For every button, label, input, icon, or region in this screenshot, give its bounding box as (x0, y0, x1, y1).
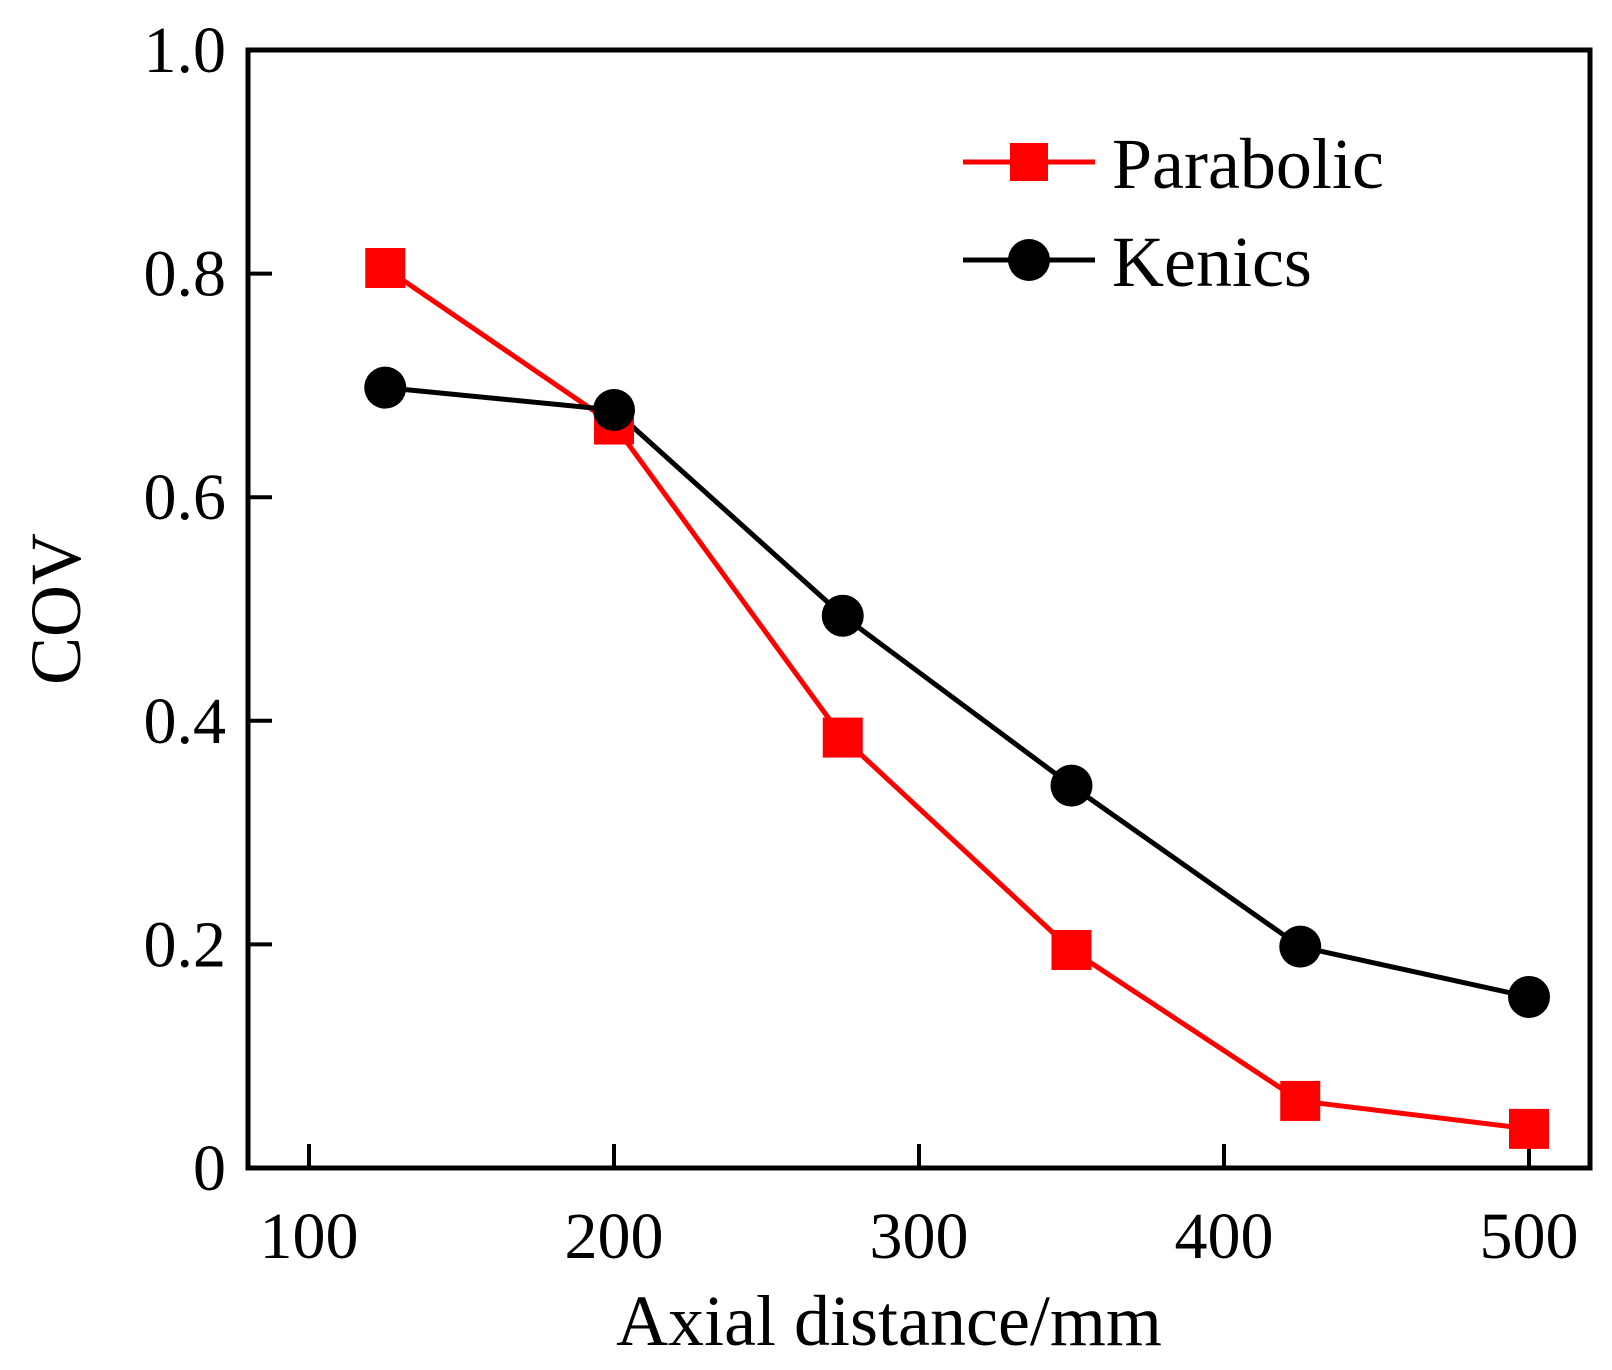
y-tick-label: 0.2 (144, 908, 227, 981)
plot-frame (245, 47, 1593, 1171)
series-line-kenics (385, 385, 1530, 1000)
legend-label-kenics: Kenics (1112, 222, 1312, 302)
data-point-parabolic (1509, 1108, 1549, 1149)
x-tick-label: 300 (870, 1200, 969, 1273)
y-tick-label: 0.4 (144, 685, 227, 758)
legend-marker-parabolic (1010, 143, 1048, 181)
y-axis-title: COV (16, 533, 96, 685)
data-point-kenics (1508, 975, 1550, 1018)
data-point-kenics (1279, 925, 1322, 968)
legend-label-parabolic: Parabolic (1112, 124, 1384, 204)
data-point-parabolic (1280, 1080, 1321, 1121)
y-tick-label: 1.0 (144, 14, 227, 87)
x-tick-label: 200 (565, 1200, 664, 1273)
x-axis-title: Axial distance/mm (616, 1281, 1162, 1361)
legend: Parabolic Kenics (963, 124, 1384, 302)
data-point-parabolic (365, 248, 406, 289)
x-tick-label: 100 (260, 1200, 359, 1273)
data-point-kenics (821, 594, 864, 637)
data-point-kenics (1050, 764, 1093, 807)
series-line-parabolic (383, 265, 1530, 1132)
data-point-kenics (593, 388, 635, 431)
data-point-parabolic (822, 717, 863, 758)
data-point-kenics (364, 366, 407, 409)
x-tick-label: 400 (1175, 1200, 1274, 1273)
legend-marker-kenics (1008, 239, 1050, 281)
series-layer (364, 248, 1550, 1149)
x-axis-ticks: 100 200 300 400 500 (260, 1144, 1579, 1273)
x-tick-label: 500 (1480, 1200, 1579, 1273)
y-tick-label: 0 (193, 1132, 226, 1205)
y-tick-label: 0.8 (144, 238, 227, 311)
y-tick-label: 0.6 (144, 461, 227, 534)
y-axis-ticks: 0 0.2 0.4 0.6 0.8 1.0 (144, 14, 272, 1205)
data-point-parabolic (1051, 929, 1092, 970)
